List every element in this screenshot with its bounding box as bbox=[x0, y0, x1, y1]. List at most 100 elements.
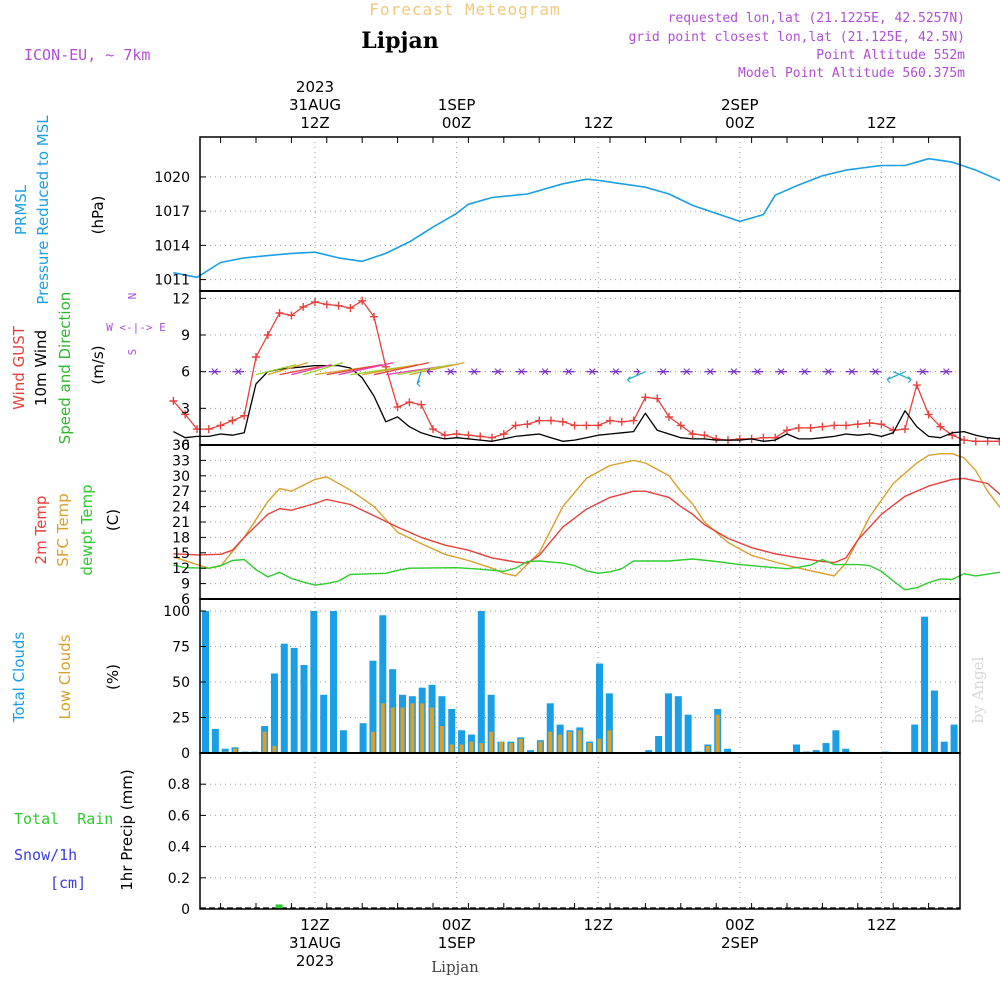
wind-direction-arrow bbox=[291, 364, 332, 376]
low-cloud-bar bbox=[262, 731, 267, 753]
wind-direction-arrowhead bbox=[237, 368, 242, 376]
gust-marker bbox=[499, 430, 508, 438]
y-tick-label: 12 bbox=[172, 291, 190, 307]
y-tick-label: 0.8 bbox=[168, 777, 190, 793]
y-tick-label: 21 bbox=[172, 515, 190, 531]
total-cloud-bar bbox=[793, 744, 800, 753]
total-cloud-bar bbox=[596, 663, 603, 753]
total-cloud-bar bbox=[645, 750, 653, 753]
gust-marker bbox=[429, 425, 437, 434]
wind-direction-arrow bbox=[627, 371, 646, 381]
y-tick-label: 9 bbox=[181, 577, 190, 593]
gust-marker bbox=[830, 421, 839, 430]
y-tick-label: 1011 bbox=[154, 273, 190, 289]
gust-marker bbox=[877, 420, 886, 429]
wind-direction-arrow bbox=[416, 371, 422, 384]
gust-marker bbox=[971, 437, 980, 446]
total-cloud-bar bbox=[842, 748, 850, 753]
wind-unit: (m/s) bbox=[89, 345, 107, 384]
time-label-bottom: 2SEP bbox=[721, 934, 759, 952]
total-cloud-bar bbox=[921, 616, 929, 753]
wind-direction-arrowhead bbox=[801, 368, 806, 376]
model-label: ICON-EU, ~ 7km bbox=[24, 46, 150, 64]
model-altitude: Model Point Altitude 560.375m bbox=[738, 66, 965, 81]
y-tick-label: 0 bbox=[181, 438, 190, 454]
total-cloud-bar bbox=[684, 714, 692, 753]
wind-direction-arrowhead bbox=[494, 368, 499, 376]
low-cloud-bar bbox=[587, 743, 592, 753]
wind-direction-arrowhead bbox=[780, 368, 785, 376]
low-cloud-bar bbox=[518, 738, 523, 753]
gust-marker bbox=[181, 410, 190, 419]
y-tick-label: 50 bbox=[172, 675, 190, 691]
y-tick-label: 1020 bbox=[154, 170, 190, 186]
total-cloud-bar bbox=[674, 696, 682, 753]
low-cloud-bar bbox=[479, 743, 484, 753]
gust-marker bbox=[676, 421, 685, 430]
wind-direction-arrow bbox=[373, 362, 430, 376]
time-label-bottom: 00Z bbox=[725, 916, 754, 934]
y-tick-label: 15 bbox=[172, 546, 190, 562]
gust-marker bbox=[275, 309, 284, 317]
time-label-top: 12Z bbox=[300, 114, 329, 132]
requested-coords: requested lon,lat (21.1225E, 42.5257N) bbox=[668, 11, 965, 26]
total-cloud-bar bbox=[546, 703, 554, 753]
wind-direction-arrowhead bbox=[627, 376, 631, 384]
gust-marker bbox=[464, 431, 473, 440]
gust-marker bbox=[936, 422, 945, 431]
wind-direction-arrowhead bbox=[825, 368, 829, 376]
wind-label: 10m Wind bbox=[32, 330, 50, 406]
gust-marker bbox=[204, 425, 213, 434]
wind-direction-arrowhead bbox=[518, 368, 522, 376]
cm-label: [cm] bbox=[50, 874, 86, 892]
total-cloud-bar bbox=[369, 660, 377, 753]
y-tick-label: 18 bbox=[172, 530, 190, 546]
gust-marker bbox=[712, 434, 721, 443]
wind-direction-arrow bbox=[303, 362, 344, 376]
wind-direction-arrowhead bbox=[568, 368, 572, 376]
gust-marker bbox=[299, 302, 308, 311]
low-cloud-label: Low Clouds bbox=[56, 634, 74, 719]
wind-direction-arrowhead bbox=[875, 368, 879, 376]
gust-marker bbox=[476, 432, 485, 441]
low-cloud-bar bbox=[410, 703, 415, 753]
wind-direction-arrowhead bbox=[919, 368, 924, 376]
time-label-bottom: 12Z bbox=[584, 916, 613, 934]
wind-direction-arrow bbox=[267, 362, 308, 376]
gust-marker bbox=[440, 431, 449, 440]
gust-marker bbox=[842, 421, 850, 430]
wind-direction-arrow bbox=[326, 364, 382, 376]
gust-marker bbox=[759, 433, 768, 442]
time-label-top: 00Z bbox=[725, 114, 754, 132]
pressure-line bbox=[173, 157, 1000, 279]
gust-marker bbox=[806, 423, 815, 432]
y-tick-label: 3 bbox=[181, 401, 190, 417]
y-tick-label: 30 bbox=[172, 469, 190, 485]
panel-frame bbox=[199, 136, 961, 292]
wind-direction-arrowhead bbox=[686, 368, 690, 376]
wind-direction-arrowhead bbox=[636, 368, 640, 376]
gust-label: Wind GUST bbox=[10, 325, 28, 410]
gust-marker bbox=[688, 430, 697, 438]
dewpt-line bbox=[173, 558, 1000, 591]
low-cloud-bar bbox=[439, 726, 444, 753]
time-label-bottom: 12Z bbox=[300, 916, 329, 934]
wind-direction-arrow bbox=[362, 364, 418, 376]
total-cloud-bar bbox=[812, 750, 820, 753]
gust-marker bbox=[853, 420, 862, 429]
wind-direction-arrowhead bbox=[473, 368, 478, 376]
low-cloud-bar bbox=[705, 745, 710, 753]
wind-direction-arrowhead bbox=[730, 368, 735, 376]
wind-direction-arrowhead bbox=[214, 368, 218, 376]
wind-direction-arrowhead bbox=[707, 368, 711, 376]
wind-direction-arrow bbox=[409, 362, 465, 376]
credit-watermark: by Angel bbox=[969, 656, 987, 723]
total-cloud-bar bbox=[448, 708, 456, 753]
wind-direction-arrowhead bbox=[872, 368, 876, 376]
wind-direction-arrow bbox=[279, 366, 320, 376]
gust-marker bbox=[983, 437, 992, 446]
gust-marker bbox=[558, 417, 567, 426]
low-cloud-bar bbox=[469, 741, 474, 753]
total-cloud-bar bbox=[221, 748, 229, 753]
